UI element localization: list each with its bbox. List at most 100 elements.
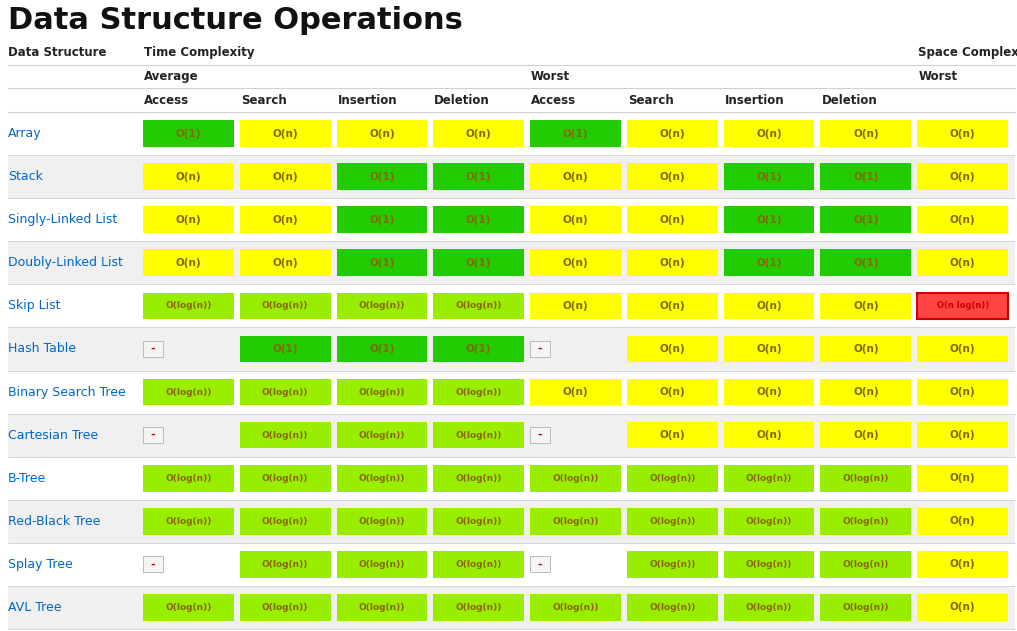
FancyBboxPatch shape [240,379,331,405]
FancyBboxPatch shape [240,336,331,362]
Text: Binary Search Tree: Binary Search Tree [8,386,126,399]
FancyBboxPatch shape [917,379,1008,405]
Text: O(n): O(n) [950,516,975,526]
Text: O(1): O(1) [273,344,298,354]
FancyBboxPatch shape [917,206,1008,233]
FancyBboxPatch shape [821,465,911,492]
FancyBboxPatch shape [337,594,427,621]
Text: O(log(n)): O(log(n)) [165,387,212,396]
FancyBboxPatch shape [433,508,524,534]
Text: O(log(n)): O(log(n)) [262,430,308,440]
FancyBboxPatch shape [530,120,621,147]
Text: Skip List: Skip List [8,299,60,312]
Text: O(n): O(n) [950,215,975,225]
Text: Hash Table: Hash Table [8,343,76,355]
FancyBboxPatch shape [821,249,911,276]
FancyBboxPatch shape [8,500,1015,543]
FancyBboxPatch shape [821,336,911,362]
Text: -: - [538,430,542,440]
Text: O(log(n)): O(log(n)) [456,387,502,396]
Text: O(n): O(n) [853,301,879,311]
FancyBboxPatch shape [821,379,911,405]
FancyBboxPatch shape [917,249,1008,276]
FancyBboxPatch shape [337,120,427,147]
Text: O(log(n)): O(log(n)) [456,302,502,310]
Text: O(n): O(n) [176,172,201,182]
Text: -: - [151,559,156,569]
Text: O(n): O(n) [273,129,298,139]
FancyBboxPatch shape [240,508,331,534]
FancyBboxPatch shape [626,551,718,578]
Text: O(log(n)): O(log(n)) [262,603,308,612]
FancyBboxPatch shape [337,249,427,276]
FancyBboxPatch shape [8,155,1015,198]
Text: O(1): O(1) [176,129,201,139]
Text: Data Structure Operations: Data Structure Operations [8,6,463,35]
FancyBboxPatch shape [917,422,1008,449]
Text: O(log(n)): O(log(n)) [359,474,405,483]
Text: O(log(n)): O(log(n)) [843,517,889,526]
Text: O(log(n)): O(log(n)) [359,430,405,440]
FancyBboxPatch shape [143,249,234,276]
Text: O(n): O(n) [659,215,685,225]
Text: O(n): O(n) [659,301,685,311]
FancyBboxPatch shape [626,293,718,319]
FancyBboxPatch shape [917,508,1008,534]
Text: O(1): O(1) [466,258,491,268]
FancyBboxPatch shape [433,379,524,405]
FancyBboxPatch shape [724,422,815,449]
Text: O(1): O(1) [757,258,782,268]
Text: O(n): O(n) [562,301,588,311]
Text: O(log(n)): O(log(n)) [843,560,889,569]
Text: O(log(n)): O(log(n)) [165,517,212,526]
FancyBboxPatch shape [8,457,1015,500]
Text: O(log(n)): O(log(n)) [745,603,792,612]
FancyBboxPatch shape [530,293,621,319]
FancyBboxPatch shape [240,465,331,492]
FancyBboxPatch shape [821,551,911,578]
FancyBboxPatch shape [143,163,234,190]
Text: Insertion: Insertion [725,93,784,107]
FancyBboxPatch shape [433,293,524,319]
Text: O(log(n)): O(log(n)) [359,560,405,569]
Text: Singly-Linked List: Singly-Linked List [8,213,117,226]
Text: O(log(n)): O(log(n)) [649,517,696,526]
FancyBboxPatch shape [530,379,621,405]
Text: O(1): O(1) [466,172,491,182]
Text: O(n): O(n) [176,258,201,268]
Text: O(log(n)): O(log(n)) [165,474,212,483]
FancyBboxPatch shape [433,594,524,621]
FancyBboxPatch shape [8,198,1015,241]
Text: -: - [151,430,156,440]
FancyBboxPatch shape [143,341,163,357]
FancyBboxPatch shape [724,379,815,405]
Text: Worst: Worst [918,70,957,83]
Text: Worst: Worst [531,70,571,83]
FancyBboxPatch shape [240,594,331,621]
Text: Splay Tree: Splay Tree [8,558,73,571]
Text: O(1): O(1) [757,172,782,182]
Text: O(n): O(n) [853,430,879,440]
FancyBboxPatch shape [8,413,1015,457]
Text: O(n): O(n) [757,430,782,440]
FancyBboxPatch shape [724,594,815,621]
FancyBboxPatch shape [240,206,331,233]
Text: O(log(n)): O(log(n)) [165,603,212,612]
Text: O(n): O(n) [369,129,395,139]
FancyBboxPatch shape [337,206,427,233]
FancyBboxPatch shape [337,422,427,449]
Text: O(n): O(n) [659,258,685,268]
FancyBboxPatch shape [626,508,718,534]
Text: O(n): O(n) [466,129,491,139]
FancyBboxPatch shape [626,249,718,276]
Text: AVL Tree: AVL Tree [8,601,61,614]
Text: Red-Black Tree: Red-Black Tree [8,515,101,528]
Text: O(log(n)): O(log(n)) [552,603,599,612]
FancyBboxPatch shape [530,557,550,572]
Text: Time Complexity: Time Complexity [144,46,254,59]
FancyBboxPatch shape [240,120,331,147]
Text: O(1): O(1) [853,172,879,182]
Text: O(n): O(n) [950,559,975,569]
Text: O(n): O(n) [273,258,298,268]
FancyBboxPatch shape [433,336,524,362]
